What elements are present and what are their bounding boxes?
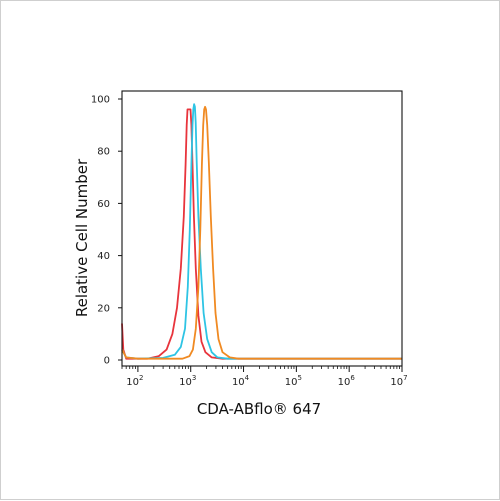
- histogram-series-1: [121, 108, 402, 360]
- y-tick-label: 40: [97, 251, 110, 262]
- histogram-series-2: [121, 103, 402, 360]
- y-tick-label: 0: [104, 356, 110, 367]
- y-tick-label: 60: [97, 199, 110, 210]
- x-tick-label: 105: [285, 374, 302, 388]
- y-tick-label: 100: [91, 95, 110, 106]
- x-tick-label: 103: [179, 374, 196, 388]
- x-axis-label: CDA-ABflo® 647: [197, 400, 321, 418]
- x-tick-label: 104: [232, 374, 250, 388]
- y-axis-label: Relative Cell Number: [73, 158, 91, 317]
- x-tick-label: 106: [338, 374, 356, 388]
- x-tick-label: 107: [390, 374, 407, 388]
- plot-area-border: [121, 90, 403, 367]
- y-tick-label: 20: [97, 303, 110, 314]
- histogram-series-3: [121, 105, 402, 360]
- x-tick-label: 102: [126, 374, 143, 388]
- y-tick-label: 80: [97, 147, 110, 158]
